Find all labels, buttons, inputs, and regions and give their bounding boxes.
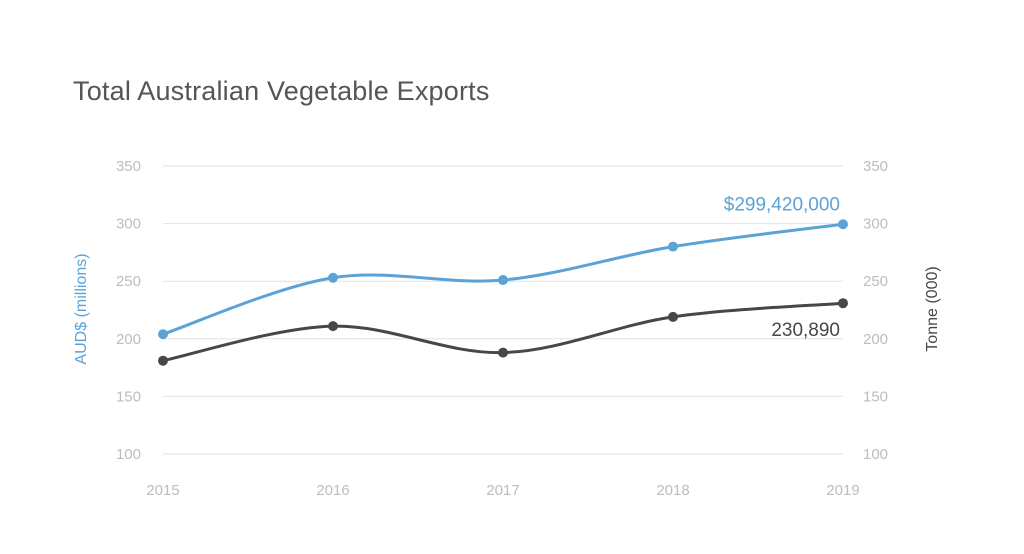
- right-y-tick-label: 150: [863, 388, 888, 405]
- right-y-tick-label: 200: [863, 331, 888, 348]
- left-y-tick-label: 200: [116, 331, 141, 348]
- x-tick-label: 2015: [146, 482, 179, 499]
- series-1-point: [328, 272, 338, 283]
- series-2-point: [328, 321, 338, 332]
- right-y-tick-label: 100: [863, 446, 888, 463]
- right-y-tick-label: 350: [863, 158, 888, 175]
- series-1-point: [668, 241, 678, 252]
- right-y-axis-ticks: 350 300 250 200 150 100: [863, 158, 888, 463]
- x-tick-label: 2016: [316, 482, 349, 499]
- left-y-tick-label: 300: [116, 216, 141, 233]
- left-y-axis-ticks: 350 300 250 200 150 100: [116, 158, 141, 463]
- data-label: 230,890: [771, 320, 840, 341]
- data-label: $299,420,000: [724, 194, 840, 215]
- x-tick-label: 2018: [656, 482, 689, 499]
- left-y-axis-label: AUD$ (millions): [73, 253, 90, 364]
- left-y-tick-label: 100: [116, 446, 141, 463]
- left-y-tick-label: 350: [116, 158, 141, 175]
- right-y-tick-label: 300: [863, 216, 888, 233]
- series-2-point: [668, 311, 678, 322]
- x-axis-ticks: 2015 2016 2017 2018 2019: [146, 482, 859, 499]
- left-y-tick-label: 250: [116, 273, 141, 290]
- annotations-group: $299,420,000 230,890: [724, 194, 840, 341]
- left-y-tick-label: 150: [116, 388, 141, 405]
- series-group: [158, 219, 848, 366]
- series-2-point: [158, 355, 168, 366]
- series-2-point: [498, 347, 508, 358]
- chart-title: Total Australian Vegetable Exports: [73, 76, 490, 106]
- right-y-tick-label: 250: [863, 273, 888, 290]
- series-1-point: [158, 329, 168, 340]
- x-tick-label: 2017: [486, 482, 519, 499]
- series-1-point: [838, 219, 848, 230]
- series-2-point: [838, 298, 848, 309]
- series-1-point: [498, 275, 508, 286]
- x-tick-label: 2019: [826, 482, 859, 499]
- right-y-axis-label: Tonne (000): [924, 266, 941, 351]
